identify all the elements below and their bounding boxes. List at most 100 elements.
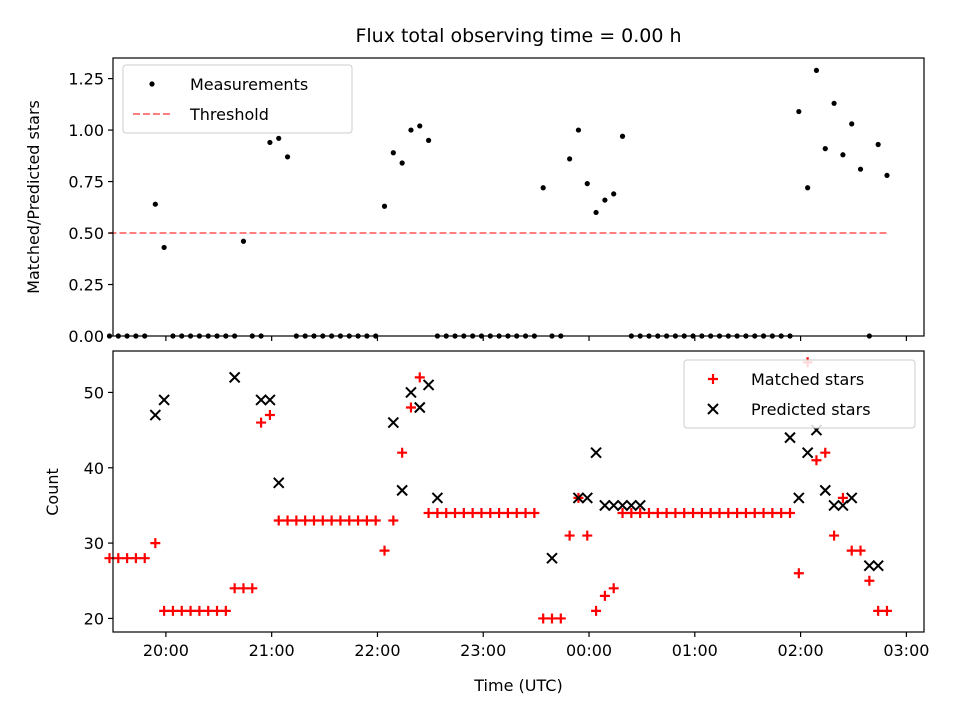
matched-stars-point [626, 507, 637, 518]
matched-stars-point [661, 507, 672, 518]
matched-stars-point [758, 507, 769, 518]
matched-stars-point [450, 507, 461, 518]
matched-stars-point [388, 515, 399, 526]
legend-matched-label: Matched stars [751, 370, 864, 389]
top-y-axis-label: Matched/Predicted stars [24, 100, 43, 294]
matched-stars-point [732, 507, 743, 518]
measurements-point [611, 191, 617, 197]
measurements-point [619, 133, 626, 139]
matched-stars-point [130, 553, 141, 564]
matched-stars-point [740, 507, 751, 518]
matched-stars-point [458, 507, 469, 518]
legend-matched-marker [708, 374, 718, 384]
x-tick-label: 20:00 [143, 641, 189, 660]
predicted-stars-point [581, 492, 593, 504]
matched-stars-point [855, 545, 866, 556]
predicted-stars-point [228, 371, 241, 384]
predicted-stars-point [801, 446, 814, 459]
measurements-point [796, 108, 802, 115]
predicted-stars-point [607, 499, 620, 512]
measurements-point [875, 141, 881, 148]
x-axis-label: Time (UTC) [473, 676, 562, 695]
top-axes: 0.00 0.25 0.50 0.75 1.00 1.25 [68, 70, 907, 346]
matched-stars-point [476, 507, 487, 518]
measurements-point [593, 209, 599, 216]
measurements-point [284, 154, 291, 160]
bottom-legend-box [683, 359, 916, 429]
matched-stars-point [688, 507, 699, 518]
top-chart-title: Flux total observing time = 0.00 h [355, 25, 681, 47]
matched-stars-point [361, 515, 372, 526]
matched-stars-point [837, 492, 848, 503]
matched-stars-point [873, 605, 884, 616]
x-tick-label: 03:00 [883, 641, 929, 660]
top-legend: Measurements Threshold [122, 64, 353, 134]
matched-stars-point [864, 575, 875, 586]
measurements-point [390, 150, 396, 156]
matched-stars-point [793, 568, 804, 579]
predicted-stars-point [396, 484, 408, 497]
matched-stars-point [203, 605, 214, 616]
measurements-point [540, 185, 546, 191]
measurements-point [822, 146, 828, 152]
matched-stars-point [546, 613, 557, 624]
matched-stars-point [529, 507, 540, 518]
matched-stars-point [696, 507, 707, 518]
matched-stars-point [599, 590, 610, 601]
matched-stars-point [326, 515, 337, 526]
predicted-stars-point [431, 492, 444, 504]
top-y-tick-label: 0.75 [68, 173, 104, 192]
predicted-stars-point [863, 559, 876, 572]
matched-stars-point [714, 507, 725, 518]
legend-predicted-marker [707, 403, 719, 415]
matched-stars-point [370, 515, 381, 526]
matched-stars-point [405, 402, 416, 413]
matched-stars-point [344, 515, 355, 526]
matched-stars-point [308, 515, 319, 526]
matched-stars-point [379, 545, 390, 556]
measurements-point [884, 172, 890, 178]
matched-stars-point [820, 447, 831, 458]
top-y-tick-label: 0.00 [68, 327, 104, 346]
predicted-stars-point [590, 446, 602, 459]
matched-stars-point [167, 605, 178, 616]
matched-stars-point [238, 583, 249, 594]
matched-stars-point [608, 583, 619, 594]
bottom-panel: 20:00 21:00 22:00 23:00 00:00 01:00 02:00 03:00… [43, 350, 930, 695]
top-axes-frame [112, 57, 925, 337]
measurements-point [425, 137, 432, 143]
matched-stars-point [511, 507, 522, 518]
predicted-stars-point [784, 431, 796, 444]
matched-stars-point [212, 605, 223, 616]
measurements-point [840, 152, 846, 158]
bottom-y-axis-label: Count [43, 468, 62, 516]
bottom-y-tick-label: 50 [84, 383, 104, 402]
matched-stars-point [185, 605, 196, 616]
matched-stars-point [494, 507, 505, 518]
predicted-stars-point [387, 416, 400, 429]
matched-stars-point [635, 507, 646, 518]
bottom-y-tick-label: 30 [84, 534, 104, 553]
matched-stars-point [785, 507, 796, 518]
bottom-plot-area [104, 357, 892, 624]
bottom-y-tick-label: 40 [84, 459, 104, 478]
top-y-tick-label: 1.00 [68, 121, 104, 140]
predicted-stars-point [872, 559, 884, 572]
matched-stars-point [679, 507, 690, 518]
matched-stars-point [194, 605, 205, 616]
matched-stars-point [264, 410, 275, 421]
matched-stars-point [291, 515, 302, 526]
top-panel: Flux total observing time = 0.00 h 0.00 0… [24, 25, 925, 346]
matched-stars-point [113, 553, 124, 564]
measurements-point [161, 244, 167, 251]
measurements-point [381, 203, 388, 209]
bottom-axes: 20:00 21:00 22:00 23:00 00:00 01:00 02:00 03:00… [84, 383, 930, 660]
measurements-point [267, 139, 273, 146]
matched-stars-point [335, 515, 346, 526]
matched-stars-point [139, 553, 150, 564]
matched-stars-point [300, 515, 311, 526]
matched-stars-point [414, 372, 425, 383]
measurements-point [575, 127, 582, 133]
matched-stars-point [829, 530, 840, 541]
